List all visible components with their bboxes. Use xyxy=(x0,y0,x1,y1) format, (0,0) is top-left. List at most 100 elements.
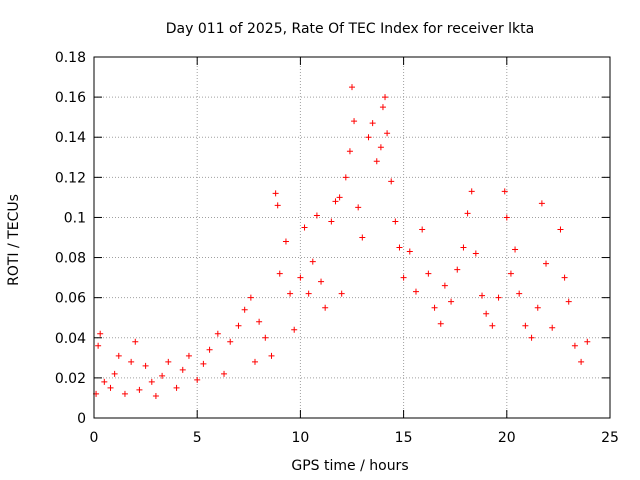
data-point xyxy=(301,224,308,231)
y-tick-label: 0.1 xyxy=(64,210,86,226)
data-point xyxy=(425,270,432,277)
data-point xyxy=(173,384,180,391)
data-point xyxy=(460,244,467,251)
data-point xyxy=(227,338,234,345)
data-point xyxy=(214,330,221,337)
data-point xyxy=(287,290,294,297)
data-point xyxy=(276,270,283,277)
data-point xyxy=(115,352,122,359)
x-tick-label: 0 xyxy=(90,430,99,446)
y-axis-label: ROTI / TECUs xyxy=(6,194,22,286)
data-point xyxy=(206,346,213,353)
y-tick-label: 0 xyxy=(77,411,86,427)
data-point xyxy=(464,210,471,217)
data-point xyxy=(528,334,535,341)
x-tick-label: 20 xyxy=(498,430,516,446)
data-point xyxy=(454,266,461,273)
data-point xyxy=(165,358,172,365)
data-point xyxy=(152,392,159,399)
data-point xyxy=(351,118,358,125)
data-point xyxy=(359,234,366,241)
data-point xyxy=(136,386,143,393)
data-point xyxy=(346,148,353,155)
data-point xyxy=(503,214,510,221)
data-point xyxy=(412,288,419,295)
tick-labels: 0 0.02 0.04 0.06 0.08 0.1 0.12 0.14 0.16 0.18 0 5 10… xyxy=(55,50,619,446)
x-tick-label: 5 xyxy=(193,430,202,446)
data-point xyxy=(297,274,304,281)
data-point xyxy=(318,278,325,285)
data-point xyxy=(507,270,514,277)
data-point xyxy=(472,250,479,257)
data-point xyxy=(441,282,448,289)
data-point xyxy=(282,238,289,245)
data-point xyxy=(274,202,281,209)
x-tick-label: 15 xyxy=(395,430,413,446)
data-point xyxy=(549,324,556,331)
chart-title: Day 011 of 2025, Rate Of TEC Index for r… xyxy=(166,21,534,37)
data-point xyxy=(396,244,403,251)
data-point xyxy=(377,144,384,151)
data-point xyxy=(291,326,298,333)
data-point xyxy=(121,390,128,397)
x-tick-label: 25 xyxy=(601,430,619,446)
data-point xyxy=(251,358,258,365)
data-point xyxy=(534,304,541,311)
data-point xyxy=(584,338,591,345)
plot-frame xyxy=(93,56,611,419)
data-point xyxy=(159,372,166,379)
data-point xyxy=(538,200,545,207)
data-point xyxy=(142,362,149,369)
data-point xyxy=(483,310,490,317)
data-point xyxy=(194,376,201,383)
data-point xyxy=(128,358,135,365)
y-tick-label: 0.12 xyxy=(55,170,86,186)
data-point xyxy=(101,378,108,385)
data-point xyxy=(557,226,564,233)
data-point xyxy=(501,188,508,195)
data-points xyxy=(93,84,591,399)
data-point xyxy=(448,298,455,305)
data-point xyxy=(369,120,376,127)
data-point xyxy=(479,292,486,299)
data-point xyxy=(468,188,475,195)
grid xyxy=(94,57,610,418)
data-point xyxy=(431,304,438,311)
y-tick-label: 0.04 xyxy=(55,331,86,347)
data-point xyxy=(379,104,386,111)
data-point xyxy=(373,158,380,165)
data-point xyxy=(565,298,572,305)
data-point xyxy=(522,322,529,329)
data-point xyxy=(148,378,155,385)
axis-ticks xyxy=(93,56,611,419)
data-point xyxy=(365,134,372,141)
data-point xyxy=(382,94,389,101)
data-point xyxy=(313,212,320,219)
data-point xyxy=(336,194,343,201)
data-point xyxy=(355,204,362,211)
data-point xyxy=(388,178,395,185)
data-point xyxy=(241,306,248,313)
data-point xyxy=(578,358,585,365)
data-point xyxy=(111,370,118,377)
data-point xyxy=(571,342,578,349)
data-point xyxy=(107,384,114,391)
y-tick-label: 0.18 xyxy=(55,50,86,66)
data-point xyxy=(221,370,228,377)
data-point xyxy=(495,294,502,301)
data-point xyxy=(384,130,391,137)
data-point xyxy=(97,330,104,337)
data-point xyxy=(322,304,329,311)
data-point xyxy=(392,218,399,225)
data-point xyxy=(328,218,335,225)
data-point xyxy=(543,260,550,267)
data-point xyxy=(95,342,102,349)
data-point xyxy=(512,246,519,253)
data-point xyxy=(185,352,192,359)
data-point xyxy=(262,334,269,341)
data-point xyxy=(489,322,496,329)
y-tick-label: 0.06 xyxy=(55,291,86,307)
data-point xyxy=(406,248,413,255)
